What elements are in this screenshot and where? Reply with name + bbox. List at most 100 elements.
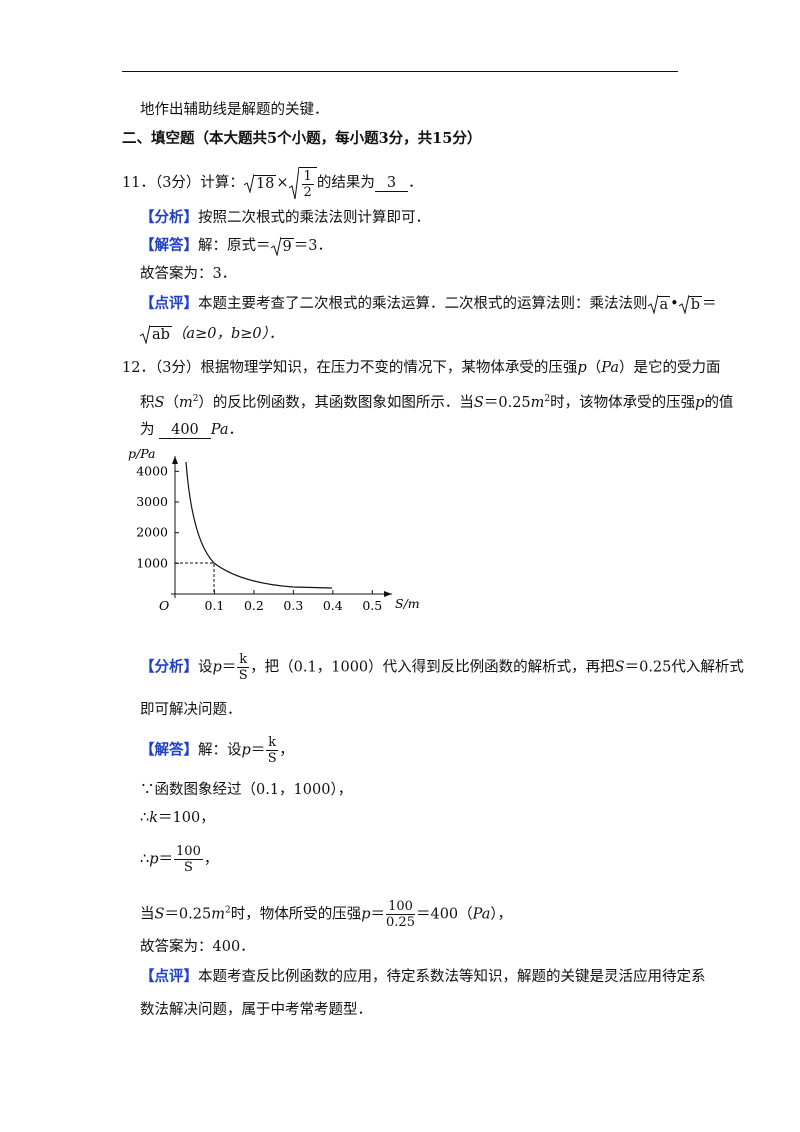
x-tick-label: 0.3 [283, 598, 303, 613]
text-run: p [212, 659, 222, 676]
text-run: Pa [210, 422, 229, 438]
text-run: 【解答】 [140, 741, 198, 759]
text-run: 时，物体所受的压强 [230, 906, 362, 923]
curve [185, 461, 333, 589]
text-run: ＝0.25代入解析式 [624, 659, 744, 676]
text-run: 2 [192, 394, 199, 404]
text-run: 的值 [704, 395, 734, 411]
text-run: S [154, 395, 165, 411]
text-run: 11．（3分）计算： [122, 175, 244, 191]
text-run: ＝0.25 [483, 395, 531, 411]
text-run: ． [408, 175, 423, 191]
text-run: ＝0.25 [164, 906, 212, 923]
x-tick-label: 0.2 [244, 598, 264, 613]
arrow [384, 591, 392, 597]
radical: b [678, 294, 703, 314]
text-run: ，把（0.1，1000）代入得到反比例函数的解析式，再把 [250, 659, 615, 676]
text-run: k [149, 810, 159, 826]
text-run: 故答案为：3． [140, 266, 237, 282]
text-run: ＝ [221, 659, 237, 676]
x-axis-label: S/m² [395, 596, 420, 611]
text-run: ）是它的受力面 [618, 360, 721, 376]
text-run: 当 [140, 906, 155, 923]
y-tick-label: 3000 [136, 494, 168, 509]
text-run: ＝3． [293, 238, 332, 254]
text-run: 12．（3分）根据物理学知识，在压力不变的情况下，某物体承受的压强 [122, 360, 578, 376]
text-run: b [688, 296, 703, 313]
text-run: p [361, 906, 371, 923]
text-run: 400 [159, 422, 211, 439]
text-run: ∵函数图象经过（0.1，1000）， [140, 782, 353, 798]
text-run: p [241, 742, 251, 759]
text-run: ∴ [140, 810, 150, 826]
text-run: 3 [374, 175, 409, 192]
x-tick-label: 0.5 [362, 598, 382, 613]
origin-label: O [159, 598, 169, 613]
text-run: 100 [386, 899, 415, 915]
text-run: S [267, 751, 277, 766]
guide-line [175, 562, 215, 594]
text-run: m [211, 906, 225, 923]
text-run: 解：设 [198, 742, 242, 759]
text-run: ＝ [250, 742, 266, 759]
text-run: 0.25 [386, 915, 415, 930]
text-run: m [178, 395, 193, 411]
y-tick-label: 2000 [136, 525, 168, 540]
text-run: 时，该物体承受的压强 [550, 395, 696, 411]
text-run: k [237, 652, 250, 668]
text-run: p [695, 395, 705, 411]
text-run: 即可解决问题． [140, 702, 242, 718]
text-run: 100 [174, 844, 203, 860]
text-run: 18 [253, 175, 277, 192]
text-run: 按照二次根式的乘法法则计算即可． [198, 210, 430, 226]
arrow [172, 456, 178, 464]
text-run: 地作出辅助线是解题的关键． [140, 102, 329, 118]
text-run: ）的反比例函数，其函数图象如图所示．当 [198, 395, 474, 411]
text-run: 9 [280, 238, 294, 255]
text-run: 1 [301, 169, 314, 185]
text-run: 故答案为：400． [140, 939, 255, 955]
text-run: ． [228, 422, 244, 438]
fraction: 100 0.25 [386, 899, 415, 930]
text-run: ， [279, 742, 294, 759]
text-run: 解：原式＝ [198, 238, 271, 254]
radical: ab [140, 324, 172, 344]
text-run: k [266, 735, 279, 751]
text-run: （ [586, 360, 602, 376]
text-run: 本题考查反比例函数的应用，待定系数法等知识，解题的关键是灵活应用待定系 [198, 969, 706, 985]
text-run: 设 [198, 659, 213, 676]
text-run: ab [150, 326, 172, 343]
text-run: 【分析】 [140, 658, 198, 676]
text-run: m [530, 395, 545, 411]
text-run: 【解答】 [140, 237, 198, 254]
text-run: 2 [224, 905, 231, 916]
text-run: ＝400（ [415, 906, 473, 923]
top-rule [122, 71, 678, 72]
text-run: 为 [140, 422, 155, 438]
text-run: 数法解决问题，属于中考常考题型． [140, 1002, 372, 1018]
text-run: ＝100， [158, 810, 215, 826]
text-run: S [614, 659, 625, 676]
text-run: ∴ [140, 851, 150, 868]
x-tick-label: 0.1 [205, 598, 225, 613]
text-run: 2 [303, 185, 312, 200]
text-run: 本题主要考查了二次根式的乘法运算．二次根式的运算法则：乘法法则 [198, 296, 648, 312]
text-run: ＝ [158, 851, 174, 868]
text-run: ＝ [702, 296, 717, 312]
text-run: S [238, 668, 248, 683]
y-tick-label: 4000 [136, 463, 168, 478]
text-run: 二、填空题（本大题共5个小题，每小题3分，共15分） [122, 130, 482, 147]
text-run: （ [164, 395, 179, 411]
text-run: S [473, 395, 484, 411]
text-run: a [657, 296, 671, 313]
fraction: 100 S [174, 844, 203, 875]
text-run: 的结果为 [316, 175, 375, 191]
text-run: p [577, 360, 587, 376]
text-run: 【点评】 [140, 968, 198, 985]
text-run: Pa [472, 906, 491, 923]
text-run: Pa [601, 360, 619, 376]
